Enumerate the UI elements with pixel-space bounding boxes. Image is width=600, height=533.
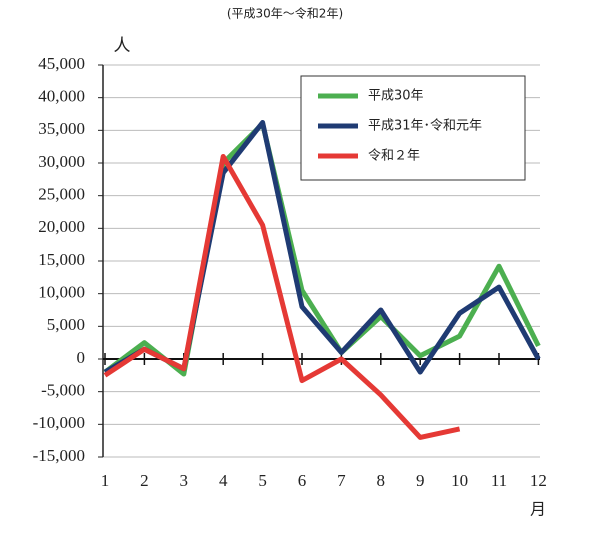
- y-tick-label: 5,000: [47, 315, 85, 334]
- series-line: [103, 153, 461, 440]
- x-tick-label: 12: [530, 471, 547, 490]
- x-tick-label: 8: [377, 471, 386, 490]
- series-line: [103, 121, 541, 377]
- y-tick-label: -10,000: [33, 413, 85, 432]
- y-tick-label: 10,000: [38, 283, 85, 302]
- legend-label: 令和２年: [368, 149, 420, 164]
- x-tick-label: 2: [140, 471, 149, 490]
- y-tick-label: 25,000: [38, 185, 85, 204]
- y-tick-label: -5,000: [41, 381, 85, 400]
- y-tick-label: 35,000: [38, 119, 85, 138]
- y-tick-label: 20,000: [38, 217, 85, 236]
- legend-label: 平成31年･令和元年: [368, 119, 482, 134]
- x-tick-label: 11: [491, 471, 507, 490]
- x-tick-label: 6: [298, 471, 307, 490]
- y-tick-label: 40,000: [38, 87, 85, 106]
- x-tick-label: 9: [416, 471, 425, 490]
- x-tick-label: 10: [451, 471, 468, 490]
- x-tick-label: 4: [219, 471, 228, 490]
- y-tick-label: 0: [77, 348, 86, 367]
- x-tick-label: 5: [258, 471, 267, 490]
- x-axis-label: 月: [530, 500, 546, 519]
- y-tick-label: 15,000: [38, 250, 85, 269]
- y-tick-label: -15,000: [33, 446, 85, 465]
- chart-title: (平成30年～令和2年): [227, 6, 343, 21]
- x-tick-label: 7: [337, 471, 346, 490]
- y-axis-label: 人: [114, 36, 131, 56]
- y-tick-label: 45,000: [38, 54, 85, 73]
- y-tick-label: 30,000: [38, 152, 85, 171]
- x-tick-label: 1: [101, 471, 110, 490]
- legend-label: 平成30年: [368, 89, 424, 104]
- x-tick-label: 3: [180, 471, 189, 490]
